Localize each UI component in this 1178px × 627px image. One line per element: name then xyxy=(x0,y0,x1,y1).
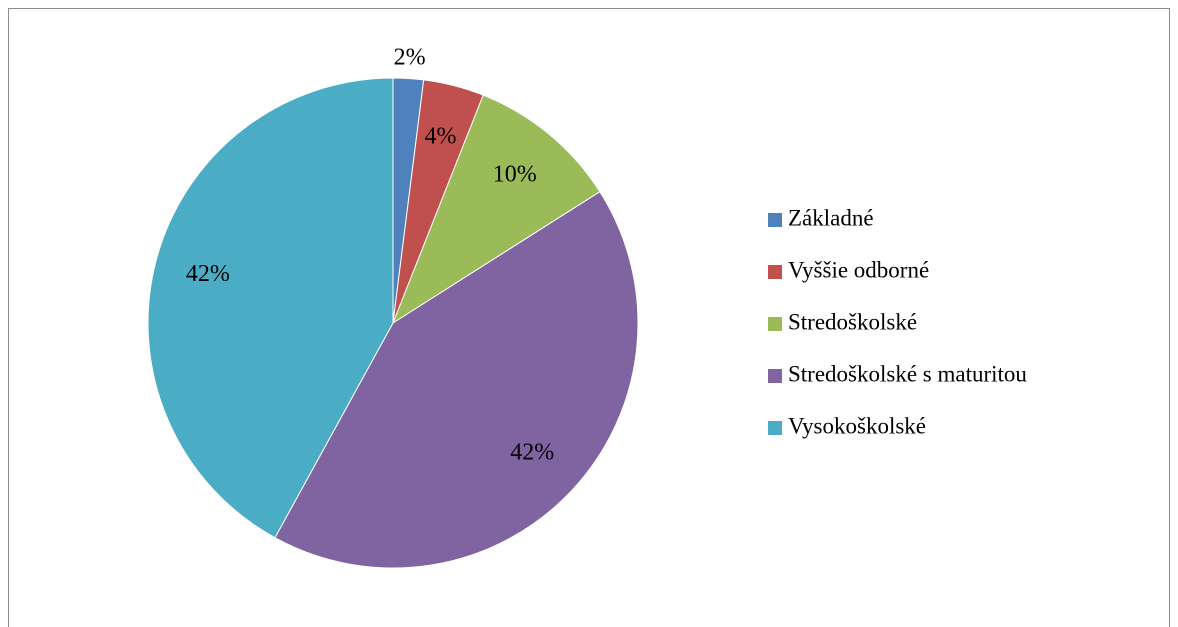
pie-slice xyxy=(274,191,639,569)
data-label: 42% xyxy=(186,261,230,287)
data-label: 10% xyxy=(493,161,537,187)
legend-swatch xyxy=(768,369,782,383)
legend-swatch xyxy=(768,265,782,279)
legend-label: Základné xyxy=(788,205,874,230)
legend-swatch xyxy=(768,213,782,227)
legend-swatch xyxy=(768,317,782,331)
data-label: 4% xyxy=(425,123,457,149)
pie-slice xyxy=(391,94,601,325)
legend-label: Stredoškolské s maturitou xyxy=(788,361,1027,386)
legend-label: Stredoškolské xyxy=(788,309,917,334)
pie-slice xyxy=(147,77,394,539)
legend-label: Vysokoškolské xyxy=(788,413,926,438)
chart-border xyxy=(8,8,1170,627)
data-label: 2% xyxy=(394,44,426,70)
data-label: 42% xyxy=(510,439,554,465)
legend-swatch xyxy=(768,421,782,435)
legend-label: Vyššie odborné xyxy=(788,257,929,282)
